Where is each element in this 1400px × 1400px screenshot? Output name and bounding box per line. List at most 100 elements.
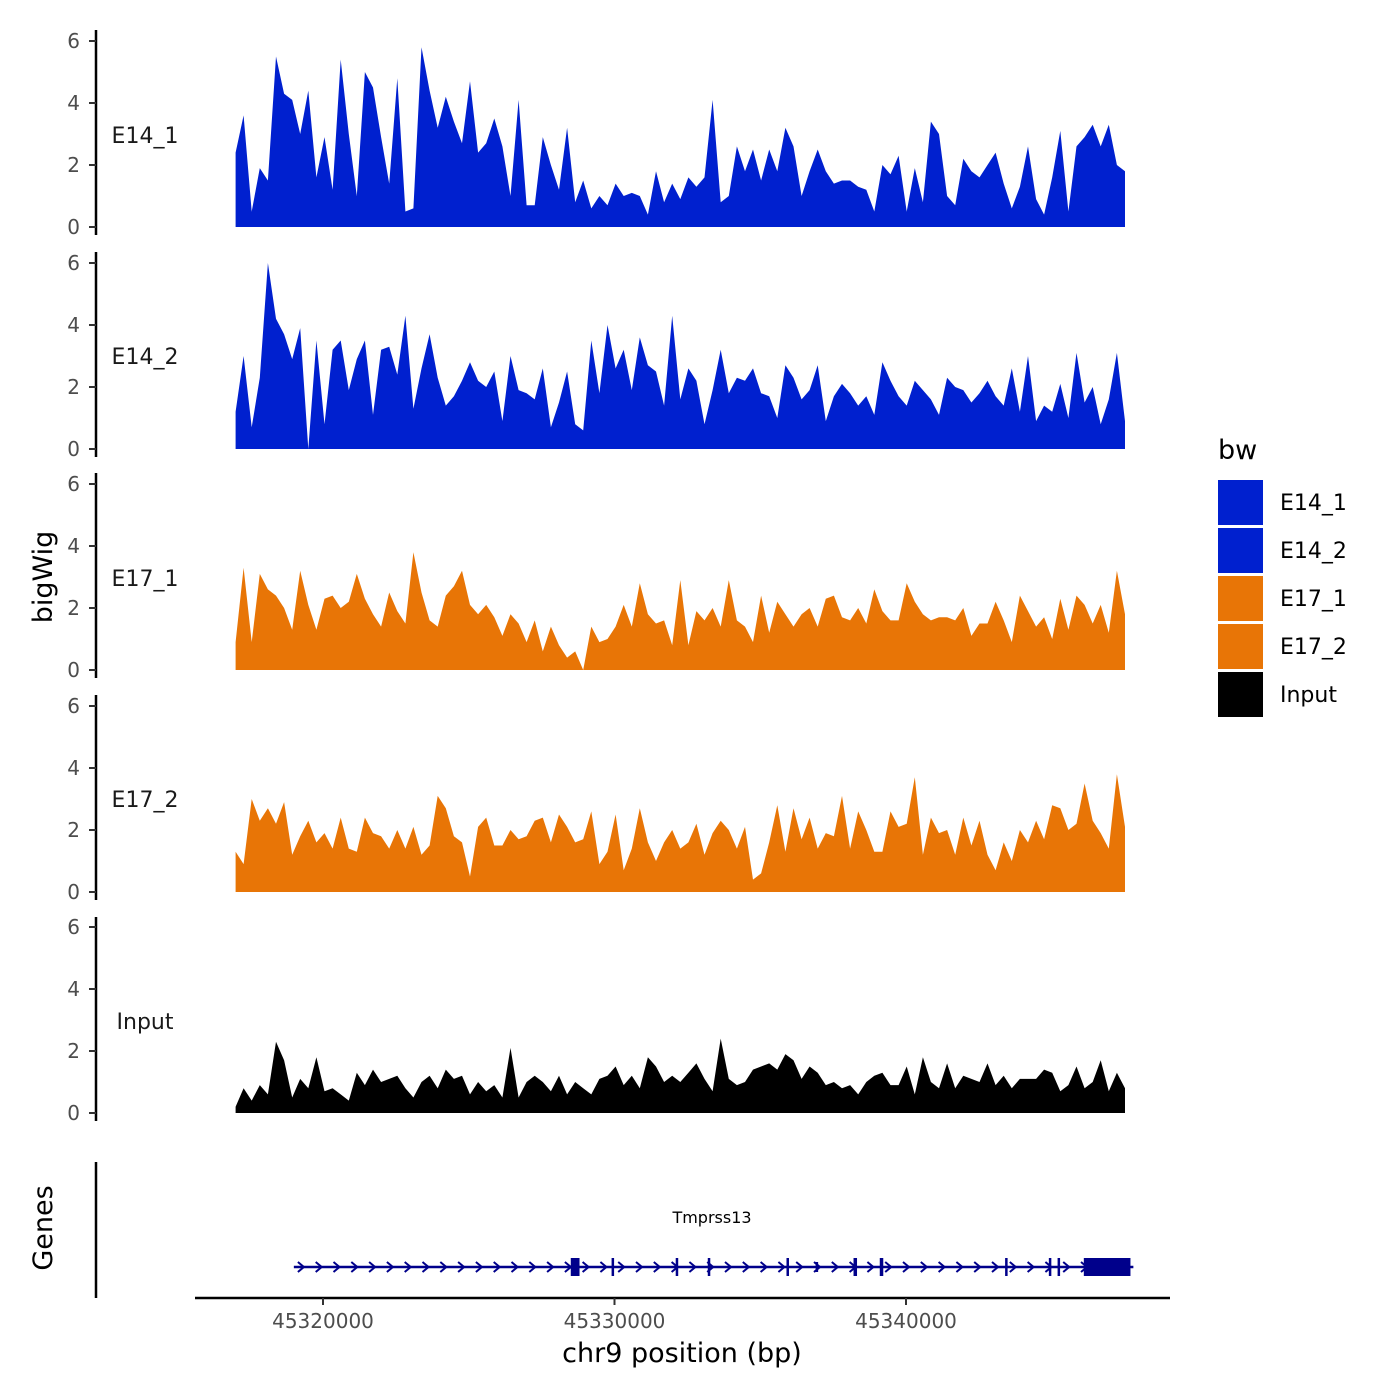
legend-swatch (1218, 624, 1263, 669)
strand-chevron (297, 1261, 306, 1273)
gene-exon (853, 1258, 858, 1276)
y-tick-label: 4 (67, 91, 80, 115)
strand-chevron (653, 1261, 662, 1273)
strand-chevron (902, 1261, 911, 1273)
track-label: E17_2 (112, 788, 179, 813)
strand-chevron (617, 1261, 626, 1273)
signal-area-e17-1 (235, 552, 1126, 670)
track-label: E14_2 (112, 345, 179, 370)
gene-exon (879, 1258, 884, 1276)
gene-exon (675, 1258, 679, 1276)
gene-track-title: Genes (28, 1185, 59, 1270)
strand-chevron (439, 1261, 448, 1273)
strand-chevron (386, 1261, 395, 1273)
legend-label: E14_2 (1280, 539, 1347, 564)
strand-chevron (688, 1261, 697, 1273)
strand-chevron (350, 1261, 359, 1273)
y-tick-label: 6 (67, 251, 80, 275)
x-tick-label: 45330000 (564, 1309, 666, 1333)
y-tick-label: 4 (67, 756, 80, 780)
x-axis: 45320000 45330000 45340000 chr9 position (… (195, 1296, 1170, 1369)
legend-swatch (1218, 480, 1263, 525)
strand-chevron (332, 1261, 342, 1273)
track-label: E14_1 (112, 124, 179, 149)
strand-chevron (991, 1261, 1000, 1273)
strand-chevron (1044, 1261, 1053, 1273)
x-tick-label: 45340000 (855, 1309, 957, 1333)
y-tick-label: 4 (67, 534, 80, 558)
x-tick-label: 45320000 (272, 1309, 374, 1333)
strand-chevron (599, 1261, 608, 1273)
strand-chevron (475, 1261, 484, 1273)
strand-chevron (937, 1261, 947, 1273)
track-e14-2: 0 2 4 6 E14_2 (67, 251, 1126, 461)
strand-chevron (528, 1261, 537, 1273)
gene-exon (570, 1258, 580, 1276)
strand-chevron (581, 1261, 591, 1273)
x-ticks: 45320000 45330000 45340000 (272, 1298, 957, 1333)
signal-area-e17-2 (235, 774, 1126, 892)
strand-chevron (546, 1261, 555, 1273)
strand-chevron (920, 1261, 929, 1273)
strand-chevron (404, 1261, 413, 1273)
strand-chevron (884, 1261, 893, 1273)
track-label: E17_1 (112, 567, 179, 592)
y-axis-title: bigWig (28, 531, 59, 624)
track-e14-1: 0 2 4 6 E14_1 (67, 29, 1126, 239)
legend-title: bw (1218, 435, 1257, 466)
gene-exon (1048, 1258, 1052, 1276)
strand-chevron (955, 1261, 964, 1273)
strand-chevron (315, 1261, 324, 1273)
strand-chevron (493, 1261, 502, 1273)
y-tick-label: 0 (67, 658, 80, 682)
y-tick-label: 6 (67, 472, 80, 496)
y-tick-label: 4 (67, 313, 80, 337)
legend-swatch (1218, 672, 1263, 717)
x-axis-title: chr9 position (bp) (562, 1338, 802, 1369)
strand-chevron (368, 1261, 377, 1273)
strand-chevron (1062, 1261, 1071, 1273)
y-tick-label: 6 (67, 915, 80, 939)
strand-chevron (795, 1261, 804, 1273)
strand-chevron (866, 1261, 875, 1273)
gene-exon (1005, 1258, 1008, 1276)
y-tick-label: 2 (67, 818, 80, 842)
strand-chevron (421, 1261, 431, 1273)
y-tick-label: 2 (67, 1039, 80, 1063)
y-tick-label: 4 (67, 977, 80, 1001)
gene-track: Genes Tmprss13 (28, 1162, 1134, 1298)
track-e17-1: 0 2 4 6 E17_1 (67, 472, 1126, 682)
legend-label: E17_1 (1280, 587, 1347, 612)
legend-label: Input (1280, 683, 1337, 708)
signal-area-input (235, 1038, 1126, 1113)
track-label: Input (117, 1010, 174, 1035)
legend-entries: E14_1 E14_2 E17_1 E17_2 Input (1218, 480, 1347, 717)
strand-chevron (831, 1261, 840, 1273)
y-tick-label: 0 (67, 880, 80, 904)
y-tick-label: 2 (67, 153, 80, 177)
y-tick-label: 0 (67, 215, 80, 239)
track-input: 0 2 4 6 Input (67, 915, 1126, 1125)
y-tick-label: 0 (67, 437, 80, 461)
signal-area-e14-2 (235, 263, 1126, 449)
signal-area-e14-1 (235, 47, 1126, 228)
y-tick-label: 2 (67, 596, 80, 620)
gene-exon (815, 1262, 819, 1272)
strand-chevron (742, 1261, 751, 1273)
gene-exon (786, 1258, 789, 1276)
gene-exon (611, 1258, 615, 1276)
strand-chevron (510, 1261, 520, 1273)
y-tick-label: 0 (67, 1101, 80, 1125)
strand-chevron (1009, 1261, 1018, 1273)
strand-chevron (777, 1261, 786, 1273)
gene-exon (1057, 1258, 1061, 1276)
y-tick-label: 6 (67, 29, 80, 53)
gene-model (293, 1258, 1134, 1276)
y-tick-label: 6 (67, 694, 80, 718)
y-tick-label: 2 (67, 375, 80, 399)
legend-swatch (1218, 576, 1263, 621)
legend-label: E14_1 (1280, 491, 1347, 516)
strand-chevron (973, 1261, 982, 1273)
legend: bw E14_1 E14_2 E17_1 E17_2 Input (1218, 435, 1347, 717)
